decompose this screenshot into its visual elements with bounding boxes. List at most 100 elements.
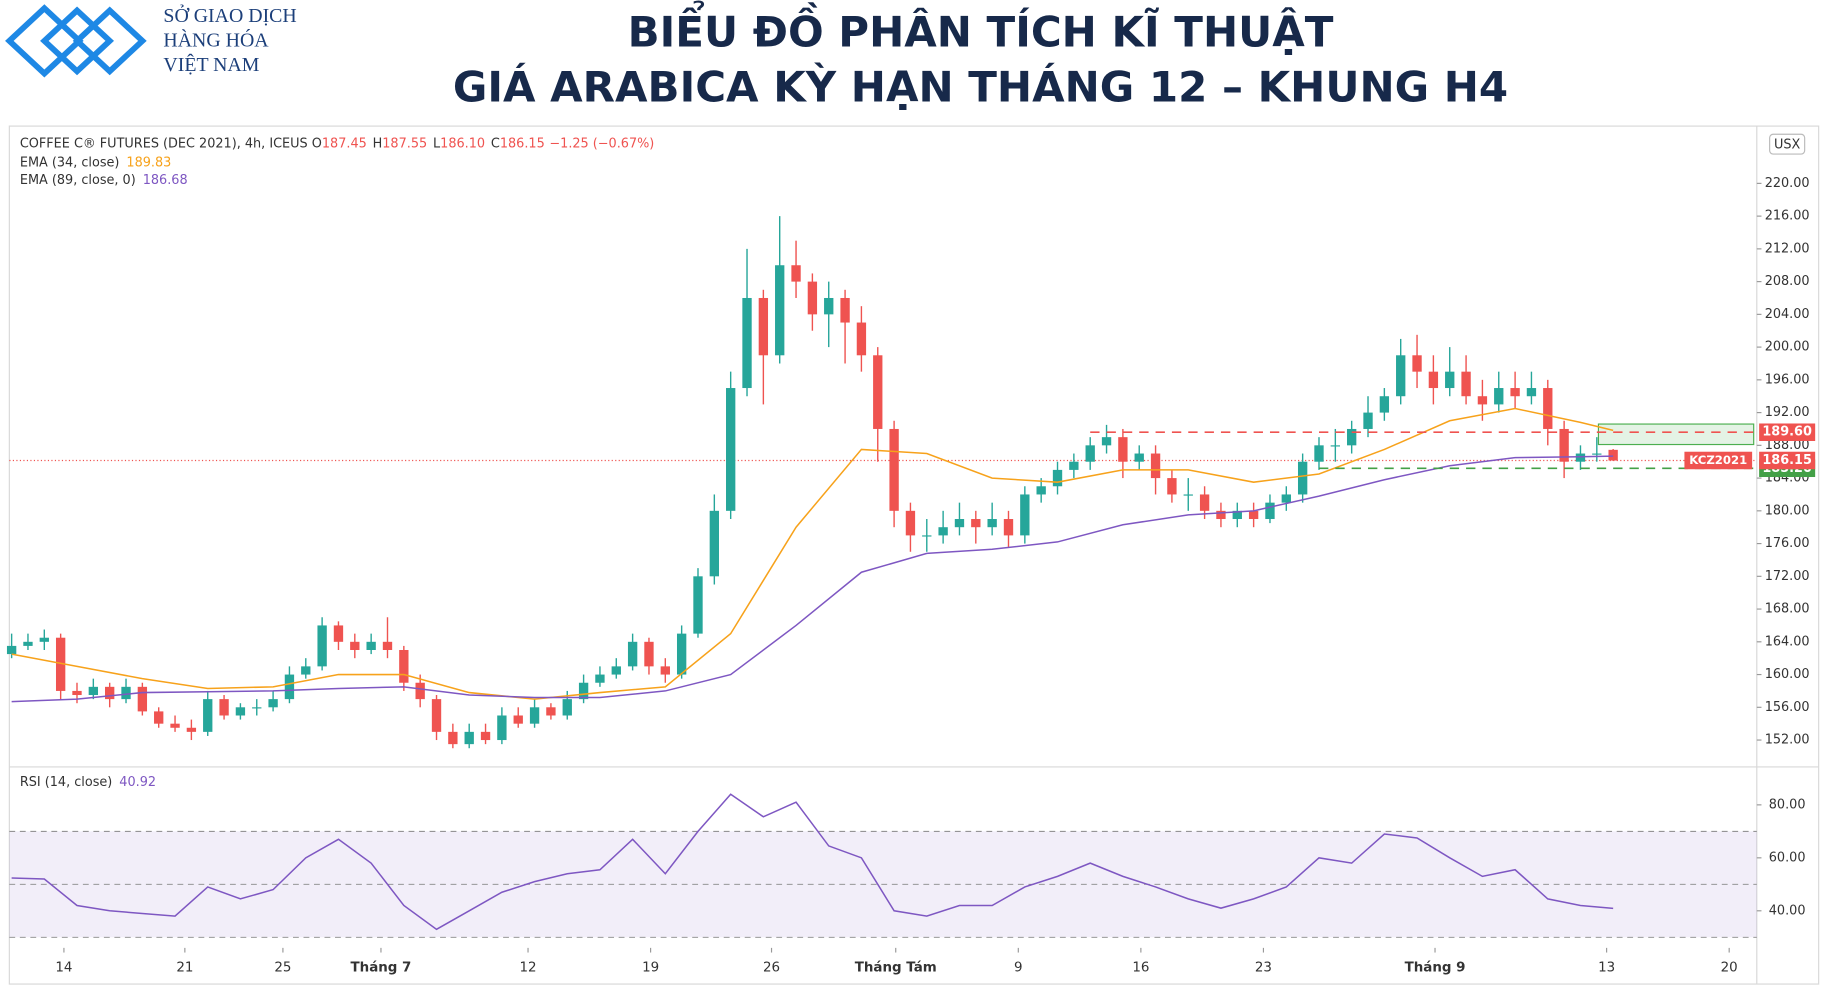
candle-body: [1020, 494, 1030, 536]
candle-body: [578, 682, 589, 700]
candle-body: [660, 666, 670, 675]
level-label-box: [1759, 423, 1816, 441]
candle-body: [1575, 453, 1586, 462]
logo-text: SỞ GIAO DỊCH: [163, 5, 296, 27]
candle-body: [1248, 510, 1259, 520]
y-tick-label: 156.00: [1765, 700, 1810, 715]
candle-body: [676, 633, 687, 675]
logo-text: VIỆT NAM: [163, 54, 259, 76]
candle-body: [23, 641, 33, 646]
ohlc-value: 186.15: [500, 136, 545, 151]
last-price-label: 186.15: [1762, 453, 1812, 468]
candle-body: [595, 674, 605, 683]
candle-body: [742, 297, 752, 389]
logo-mark: [72, 6, 147, 76]
candle-body: [922, 535, 932, 537]
candle-body: [1494, 388, 1504, 405]
legend-ema34: EMA (34, close) 189.83: [20, 155, 171, 170]
candle-body: [154, 711, 164, 724]
ohlc-value: 186.10: [440, 136, 485, 151]
x-tick-label: 19: [642, 961, 659, 976]
candle-body: [1510, 388, 1520, 397]
candle-body: [693, 576, 703, 634]
candle-body: [252, 707, 262, 709]
y-tick-label: 188.00: [1765, 438, 1810, 453]
y-tick-label: 60.00: [1769, 850, 1806, 865]
candle-body: [268, 699, 278, 708]
x-tick-label: 14: [55, 961, 72, 976]
x-tick-label: 9: [1014, 961, 1023, 976]
candle-body: [1118, 437, 1128, 462]
candle-body: [366, 641, 376, 650]
y-tick-label: 40.00: [1769, 903, 1806, 918]
candle-body: [1396, 355, 1406, 397]
candle-body: [480, 731, 491, 741]
candle-body: [1363, 412, 1373, 429]
x-tick-label: 26: [763, 961, 780, 976]
candle-body: [987, 519, 997, 528]
legend-rsi: RSI (14, close) 40.92: [20, 775, 156, 790]
candle-body: [1559, 428, 1569, 462]
candle-body: [399, 649, 409, 683]
x-tick-label: 23: [1255, 961, 1272, 976]
candle-body: [1592, 453, 1602, 455]
ohlc-value: 187.55: [382, 136, 427, 151]
candle-body: [464, 731, 474, 745]
candle-body: [219, 699, 229, 716]
candle-body: [873, 355, 883, 429]
ohlc-key: C: [491, 136, 500, 151]
candle-body: [807, 281, 818, 315]
y-tick-label: 164.00: [1765, 634, 1810, 649]
candle-body: [72, 690, 82, 696]
candle-body: [1216, 510, 1226, 520]
candle-body: [1347, 428, 1357, 446]
candle-body: [954, 519, 965, 528]
y-tick-label: 80.00: [1769, 797, 1806, 812]
x-tick-label: Tháng 7: [351, 960, 412, 976]
candle-body: [317, 625, 327, 667]
x-tick-label: 25: [274, 961, 291, 976]
x-tick-label: 21: [176, 961, 193, 976]
y-tick-label: 176.00: [1765, 536, 1810, 551]
candle-body: [1265, 502, 1275, 520]
ohlc-key: L: [433, 136, 441, 151]
candle-body: [1379, 396, 1390, 413]
symbol-box: [1684, 451, 1753, 470]
candle-body: [611, 666, 621, 675]
candle-body: [938, 527, 948, 536]
candle-body: [6, 645, 17, 655]
candle-body: [627, 641, 638, 667]
candle-body: [1297, 461, 1308, 495]
candle-body: [1461, 371, 1471, 397]
title: GIÁ ARABICA KỲ HẠN THÁNG 12 – KHUNG H4: [453, 61, 1508, 111]
candle-body: [1069, 461, 1079, 470]
level-label: 189.60: [1762, 425, 1812, 440]
candle-body: [448, 731, 458, 745]
candle-body: [775, 265, 785, 356]
zone: [1597, 423, 1755, 446]
candle-body: [301, 666, 311, 675]
candle-body: [1183, 494, 1193, 496]
ohlc-value: 187.45: [322, 136, 367, 151]
candle-body: [889, 428, 899, 511]
candle-body: [1608, 449, 1618, 461]
y-tick-label: 172.00: [1765, 569, 1810, 584]
candle-body: [55, 637, 66, 691]
candle-body: [513, 715, 523, 724]
candle-body: [333, 625, 344, 642]
y-tick-label: 160.00: [1765, 667, 1810, 682]
candle-body: [1281, 494, 1291, 503]
candle-body: [186, 727, 197, 732]
y-tick-label: 212.00: [1765, 241, 1810, 256]
candle-body: [709, 510, 720, 577]
y-tick-label: 152.00: [1765, 733, 1810, 748]
ohlc-key: H: [373, 136, 383, 151]
candle-body: [105, 686, 115, 700]
candle-body: [415, 682, 425, 700]
logo: [5, 4, 147, 78]
currency: USX: [1774, 137, 1801, 152]
candle-body: [824, 297, 834, 315]
y-tick-label: 204.00: [1765, 307, 1810, 322]
